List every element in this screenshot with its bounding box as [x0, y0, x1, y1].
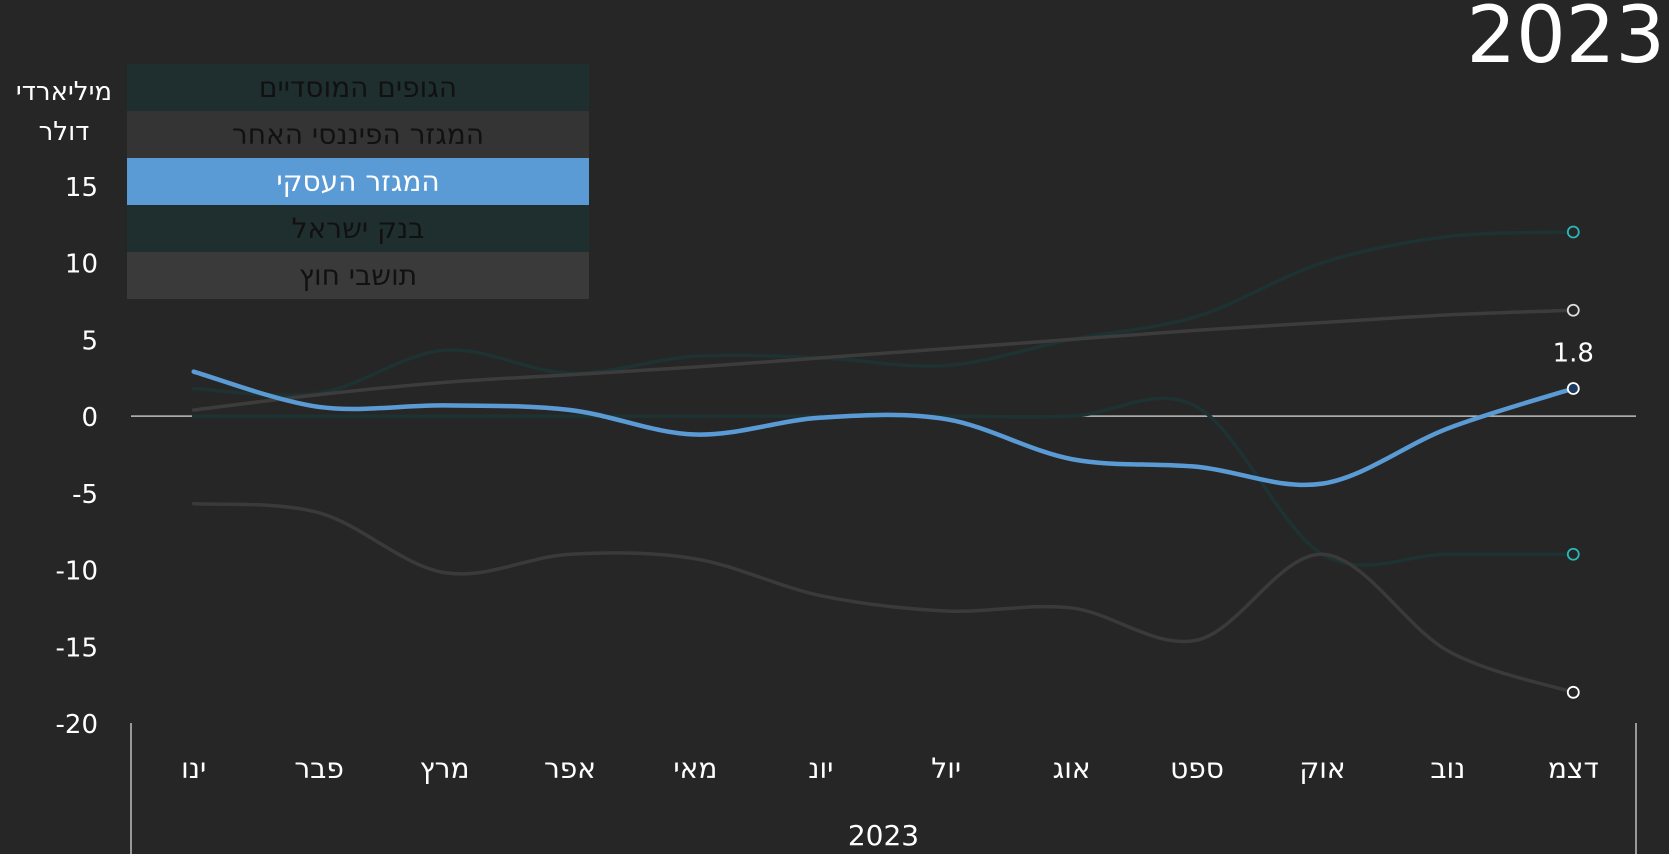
x-tick-label: נוב	[1430, 752, 1465, 785]
legend-item-0[interactable]: הגופים המוסדיים	[127, 64, 589, 111]
y-tick-label: -20	[56, 710, 98, 740]
series-end-marker-2	[1566, 547, 1580, 561]
x-tick-label: מאי	[673, 752, 717, 785]
x-tick-label: ספט	[1170, 752, 1224, 785]
y-tick-label: -15	[56, 633, 98, 663]
series-line-3	[191, 501, 1576, 695]
series-line-4	[191, 369, 1576, 488]
legend: הגופים המוסדיים המגזר הפיננסי האחר המגזר ה…	[127, 64, 589, 299]
chart-title: 2023	[1466, 0, 1665, 81]
x-tick-label: דצמ	[1548, 752, 1599, 785]
series-line-0	[191, 230, 1576, 397]
y-axis-unit-label: מיליארדי דולר	[15, 77, 113, 147]
x-tick-label: מרץ	[420, 752, 470, 785]
legend-item-3[interactable]: בנק ישראל	[127, 205, 589, 252]
y-tick-label: 5	[81, 326, 98, 356]
legend-item-4[interactable]: תושבי חוץ	[127, 252, 589, 299]
series-end-marker-3	[1566, 685, 1580, 699]
series-end-marker-0	[1566, 225, 1580, 239]
y-tick-label: 15	[65, 173, 98, 203]
x-tick-label: פבר	[294, 752, 343, 785]
x-axis-group-label: 2023	[848, 819, 919, 852]
x-tick-label: יול	[931, 752, 961, 785]
series-line-2	[191, 396, 1576, 567]
x-tick-label: יונ	[808, 752, 833, 785]
legend-item-2[interactable]: המגזר העסקי	[127, 158, 589, 205]
y-tick-label: 10	[65, 250, 98, 280]
x-tick-label: אוג	[1053, 752, 1091, 785]
y-tick-label: 0	[81, 403, 98, 433]
y-tick-label: -10	[56, 557, 98, 587]
x-tick-label: ינו	[181, 752, 206, 785]
series-end-marker-4	[1566, 382, 1580, 395]
x-tick-label: אוק	[1299, 752, 1345, 785]
x-tick-label: אפר	[544, 752, 596, 785]
y-tick-label: -5	[72, 480, 98, 510]
data-label: 1.8	[1553, 339, 1594, 369]
series-end-marker-1	[1566, 303, 1580, 317]
series-line-1	[191, 308, 1576, 412]
legend-item-1[interactable]: המגזר הפיננסי האחר	[127, 111, 589, 158]
